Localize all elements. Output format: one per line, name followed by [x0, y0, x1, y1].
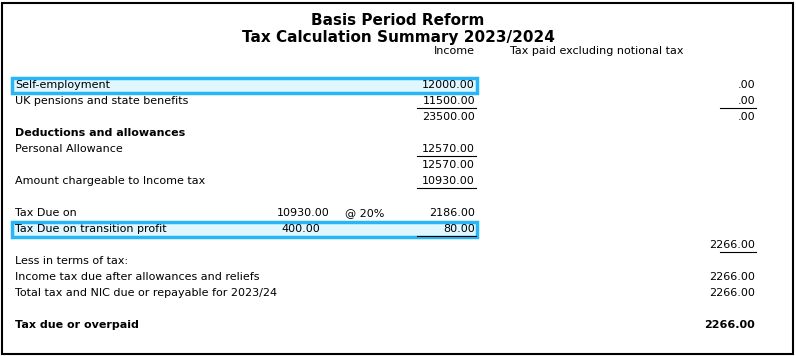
- Text: .00: .00: [737, 80, 755, 90]
- Text: Less in terms of tax:: Less in terms of tax:: [15, 256, 128, 266]
- Text: 12570.00: 12570.00: [422, 160, 475, 170]
- Text: 10930.00: 10930.00: [422, 176, 475, 186]
- Text: @ 20%: @ 20%: [345, 208, 384, 218]
- Text: Income: Income: [434, 46, 475, 56]
- Text: Amount chargeable to Income tax: Amount chargeable to Income tax: [15, 176, 205, 186]
- Text: .00: .00: [737, 112, 755, 122]
- Text: 2186.00: 2186.00: [429, 208, 475, 218]
- Text: Tax Calculation Summary 2023/2024: Tax Calculation Summary 2023/2024: [241, 30, 555, 45]
- Text: 12570.00: 12570.00: [422, 144, 475, 154]
- Text: Tax paid excluding notional tax: Tax paid excluding notional tax: [510, 46, 684, 56]
- Text: Tax Due on transition profit: Tax Due on transition profit: [15, 224, 166, 234]
- Text: Deductions and allowances: Deductions and allowances: [15, 128, 185, 138]
- Text: 23500.00: 23500.00: [422, 112, 475, 122]
- Text: Total tax and NIC due or repayable for 2023/24: Total tax and NIC due or repayable for 2…: [15, 288, 277, 298]
- Text: UK pensions and state benefits: UK pensions and state benefits: [15, 96, 189, 106]
- Text: Tax Due on: Tax Due on: [15, 208, 76, 218]
- Text: Self-employment: Self-employment: [15, 80, 110, 90]
- Text: 2266.00: 2266.00: [704, 320, 755, 330]
- Text: Tax due or overpaid: Tax due or overpaid: [15, 320, 139, 330]
- Text: Personal Allowance: Personal Allowance: [15, 144, 123, 154]
- Text: 2266.00: 2266.00: [709, 272, 755, 282]
- Text: 80.00: 80.00: [443, 224, 475, 234]
- Text: 12000.00: 12000.00: [422, 80, 475, 90]
- Text: Basis Period Reform: Basis Period Reform: [311, 13, 485, 28]
- Text: Income tax due after allowances and reliefs: Income tax due after allowances and reli…: [15, 272, 259, 282]
- Bar: [12, 78, 477, 93]
- Text: 2266.00: 2266.00: [709, 288, 755, 298]
- Text: 2266.00: 2266.00: [709, 240, 755, 250]
- Bar: [12, 222, 477, 237]
- Text: 400.00: 400.00: [281, 224, 320, 234]
- Text: 11500.00: 11500.00: [423, 96, 475, 106]
- Text: .00: .00: [737, 96, 755, 106]
- Text: 10930.00: 10930.00: [277, 208, 330, 218]
